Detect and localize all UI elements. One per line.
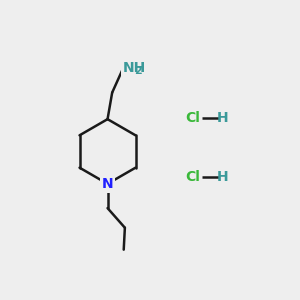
Text: Cl: Cl	[186, 111, 200, 125]
Text: H: H	[217, 170, 229, 184]
Text: N: N	[102, 177, 113, 191]
Text: NH: NH	[123, 61, 146, 75]
Text: 2: 2	[134, 66, 142, 76]
Text: Cl: Cl	[186, 170, 200, 184]
Text: H: H	[217, 111, 229, 125]
